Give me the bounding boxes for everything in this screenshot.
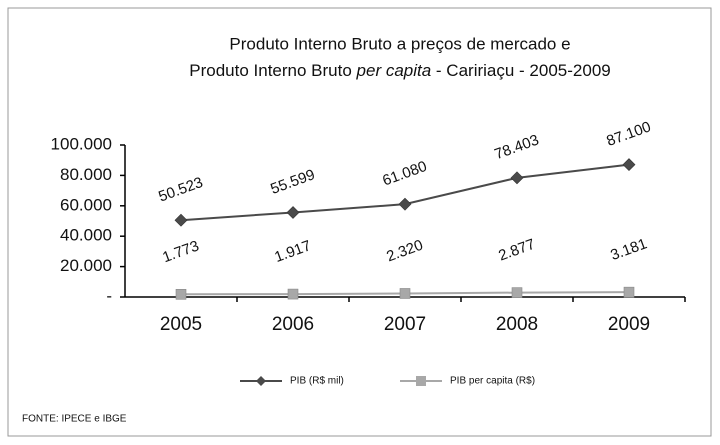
y-tick-label: 60.000 bbox=[60, 195, 112, 214]
x-tick-label: 2006 bbox=[272, 314, 314, 335]
legend-marker bbox=[256, 376, 266, 386]
chart-title-part: Produto Interno Bruto bbox=[189, 61, 356, 80]
chart-title: Produto Interno Bruto per capita - Carir… bbox=[189, 61, 610, 80]
y-tick-label: 100.000 bbox=[51, 134, 112, 153]
legend-label: PIB (R$ mil) bbox=[290, 376, 344, 387]
point-marker bbox=[623, 286, 635, 298]
point-marker bbox=[174, 213, 188, 227]
point-marker bbox=[286, 206, 300, 219]
y-tick-label: 40.000 bbox=[60, 226, 112, 245]
chart-title-part: per capita bbox=[356, 61, 432, 80]
point-marker bbox=[511, 287, 523, 298]
chart-title-part: - Caririaçu - 2005-2009 bbox=[431, 61, 611, 80]
point-marker bbox=[510, 171, 524, 185]
x-tick-label: 2008 bbox=[496, 314, 538, 335]
y-tick-label: 20.000 bbox=[60, 256, 112, 275]
x-tick-label: 2009 bbox=[608, 314, 650, 335]
point-marker bbox=[398, 197, 412, 211]
legend-label: PIB per capita (R$) bbox=[450, 376, 535, 387]
y-tick-label: - bbox=[106, 286, 112, 305]
point-marker bbox=[622, 158, 636, 172]
point-marker bbox=[399, 288, 411, 299]
x-tick-label: 2007 bbox=[384, 314, 426, 335]
y-tick-label: 80.000 bbox=[60, 165, 112, 184]
x-tick-label: 2005 bbox=[160, 314, 202, 335]
chart-title: Produto Interno Bruto a preços de mercad… bbox=[229, 34, 570, 53]
legend-marker bbox=[416, 376, 426, 386]
point-marker bbox=[175, 289, 187, 300]
source: FONTE: IPECE e IBGE bbox=[22, 414, 127, 425]
point-marker bbox=[287, 288, 299, 300]
